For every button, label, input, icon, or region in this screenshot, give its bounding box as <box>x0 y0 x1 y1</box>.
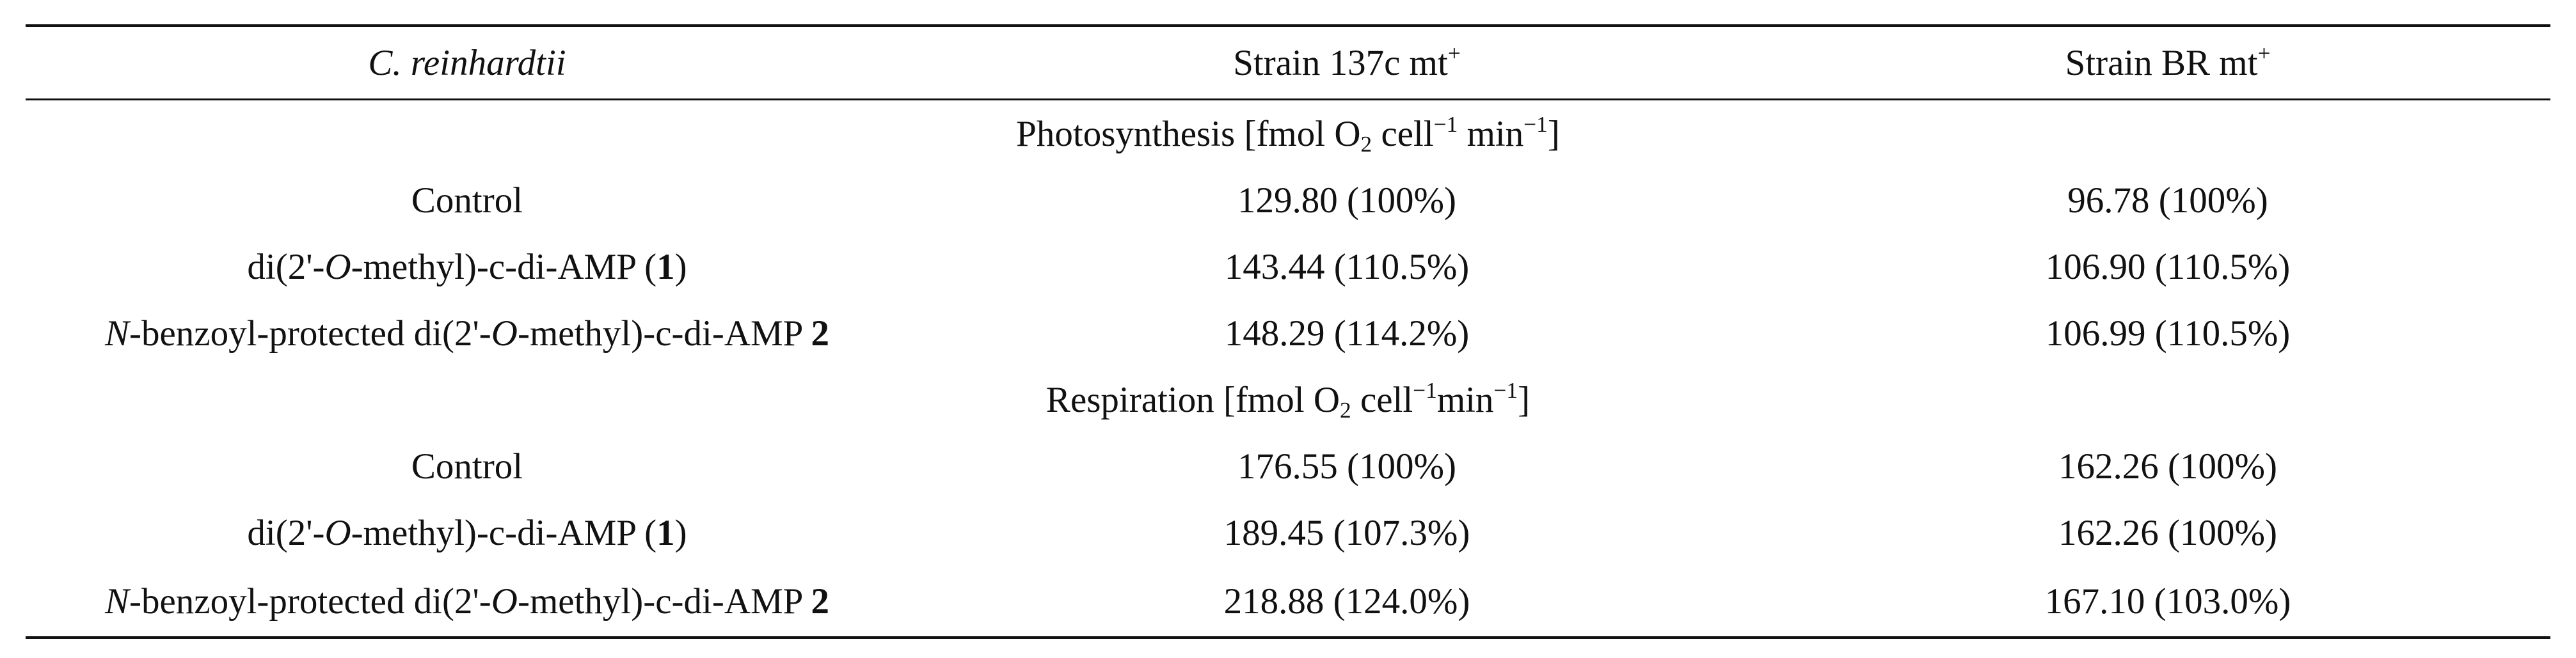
cell-strain-br: 106.90 (110.5%) <box>2045 246 2291 287</box>
row-label-text: -methyl)-c-di-AMP ( <box>351 246 657 287</box>
cell-strain-137c: 143.44 (110.5%) <box>1224 246 1470 287</box>
cell-strain-br: 106.99 (110.5%) <box>2045 313 2291 354</box>
section-title-sup: −1 <box>1413 377 1437 403</box>
section-title-photosynthesis: Photosynthesis [fmol O2 cell−1 min−1] <box>26 100 2550 168</box>
section-title-text: cell <box>1372 113 1434 154</box>
section-title-sub: 2 <box>1360 131 1372 157</box>
header-strain-br-label: Strain BR mt <box>2065 42 2258 83</box>
row-label-compound-number: 1 <box>656 512 675 553</box>
section-title-respiration: Respiration [fmol O2 cell−1min−1] <box>26 366 2550 433</box>
cell-strain-137c: 148.29 (114.2%) <box>1224 313 1470 354</box>
section-title-sup: −1 <box>1433 111 1458 137</box>
section-title-text: ] <box>1518 379 1530 420</box>
table-header: C. reinhardtii Strain 137c mt+ Strain BR… <box>26 24 2550 100</box>
section-title-text: min <box>1436 379 1494 420</box>
table-row: di(2'-O-methyl)-c-di-AMP (1) 143.44 (110… <box>26 233 2550 300</box>
section-title-text: Photosynthesis [fmol O <box>1016 113 1361 154</box>
table-row: N-benzoyl-protected di(2'-O-methyl)-c-di… <box>26 566 2550 639</box>
table-row: di(2'-O-methyl)-c-di-AMP (1) 189.45 (107… <box>26 499 2550 566</box>
row-label-italic: N <box>104 313 130 354</box>
row-label-compound-number: 2 <box>811 581 830 622</box>
section-title-sup: −1 <box>1493 377 1518 403</box>
row-label-italic: N <box>104 581 130 622</box>
row-label: Control <box>26 167 909 233</box>
header-strain-137c-sup: + <box>1447 40 1461 66</box>
row-label-italic: O <box>324 246 351 287</box>
header-strain-137c-label: Strain 137c mt <box>1233 42 1448 83</box>
row-label: N-benzoyl-protected di(2'-O-methyl)-c-di… <box>26 300 909 366</box>
table-row: N-benzoyl-protected di(2'-O-methyl)-c-di… <box>26 300 2550 366</box>
row-label-text: Control <box>411 446 523 487</box>
row-label-text: -methyl)-c-di-AMP ( <box>351 512 657 553</box>
row-label: Control <box>26 433 909 499</box>
header-strain-br: Strain BR mt+ <box>1785 24 2550 100</box>
cell-strain-137c: 129.80 (100%) <box>1237 180 1456 221</box>
section-title-text: min <box>1458 113 1524 154</box>
cell-strain-br: 162.26 (100%) <box>2058 512 2277 553</box>
row-label-text: -benzoyl-protected di(2'- <box>129 581 491 622</box>
header-strain-br-sup: + <box>2257 40 2271 66</box>
header-organism-label: C. reinhardtii <box>368 42 566 83</box>
section-title-row: Photosynthesis [fmol O2 cell−1 min−1] <box>26 100 2550 168</box>
row-label-text: di(2'- <box>247 512 325 553</box>
data-table-container: C. reinhardtii Strain 137c mt+ Strain BR… <box>26 24 2550 639</box>
section-title-sup: −1 <box>1523 111 1548 137</box>
data-table: C. reinhardtii Strain 137c mt+ Strain BR… <box>26 24 2550 639</box>
section-title-row: Respiration [fmol O2 cell−1min−1] <box>26 366 2550 433</box>
cell-strain-137c: 176.55 (100%) <box>1237 446 1456 487</box>
cell-strain-br: 162.26 (100%) <box>2058 446 2277 487</box>
row-label-text: -methyl)-c-di-AMP <box>517 313 811 354</box>
row-label-text: -methyl)-c-di-AMP <box>517 581 811 622</box>
row-label-compound-number: 2 <box>811 313 830 354</box>
table-row: Control 176.55 (100%) 162.26 (100%) <box>26 433 2550 499</box>
cell-strain-br: 167.10 (103.0%) <box>1785 566 2550 639</box>
row-label-text: ) <box>674 512 687 553</box>
cell-strain-137c: 218.88 (124.0%) <box>909 566 1785 639</box>
row-label-italic: O <box>324 512 351 553</box>
row-label: di(2'-O-methyl)-c-di-AMP (1) <box>26 233 909 300</box>
cell-strain-137c: 189.45 (107.3%) <box>1223 512 1470 553</box>
row-label-text: Control <box>411 180 523 221</box>
table-body: Photosynthesis [fmol O2 cell−1 min−1] Co… <box>26 100 2550 639</box>
cell-strain-br: 96.78 (100%) <box>2067 180 2268 221</box>
section-title-text: ] <box>1547 113 1560 154</box>
header-organism: C. reinhardtii <box>26 24 909 100</box>
section-title-text: Respiration [fmol O <box>1046 379 1340 420</box>
section-title-sub: 2 <box>1340 397 1351 423</box>
header-row: C. reinhardtii Strain 137c mt+ Strain BR… <box>26 24 2550 100</box>
header-strain-137c: Strain 137c mt+ <box>909 24 1785 100</box>
row-label-italic: O <box>491 581 518 622</box>
row-label-compound-number: 1 <box>656 246 675 287</box>
row-label-text: -benzoyl-protected di(2'- <box>129 313 491 354</box>
row-label: N-benzoyl-protected di(2'-O-methyl)-c-di… <box>26 566 909 639</box>
row-label-italic: O <box>491 313 518 354</box>
row-label-text: di(2'- <box>247 246 325 287</box>
table-row: Control 129.80 (100%) 96.78 (100%) <box>26 167 2550 233</box>
section-title-text: cell <box>1351 379 1413 420</box>
row-label-text: ) <box>674 246 687 287</box>
row-label: di(2'-O-methyl)-c-di-AMP (1) <box>26 499 909 566</box>
